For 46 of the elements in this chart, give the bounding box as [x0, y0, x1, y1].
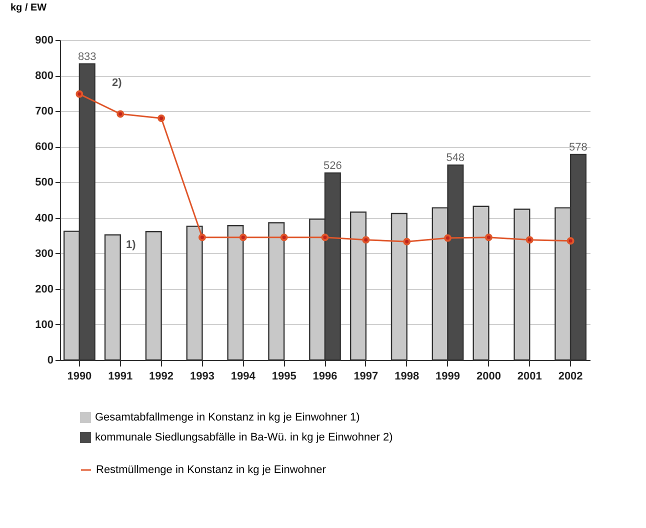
data-label: 548 [446, 152, 465, 164]
x-tick-label: 1999 [436, 370, 460, 382]
x-tick-label: 1993 [190, 370, 214, 382]
x-tick-label: 1998 [394, 370, 420, 382]
point [280, 234, 288, 242]
x-tick-label: 2002 [558, 370, 583, 382]
annotation: 2) [112, 77, 122, 89]
y-tick-label: 0 [47, 354, 54, 366]
point [362, 236, 370, 244]
point [444, 234, 452, 242]
point [198, 234, 206, 242]
x-tick-label: 1990 [67, 370, 92, 382]
y-tick-label: 400 [35, 212, 54, 224]
x-tick-label: 1991 [108, 370, 133, 382]
point [76, 90, 84, 98]
y-axis-title: kg / EW [10, 2, 48, 14]
point [566, 237, 574, 245]
data-label: 578 [569, 141, 588, 154]
y-tick-label: 800 [35, 70, 54, 82]
x-tick-label: 1995 [272, 370, 296, 382]
data-label: 526 [323, 160, 342, 172]
y-tick-label: 500 [35, 176, 54, 189]
y-tick-label: 200 [35, 283, 54, 296]
y-tick-label: 700 [35, 106, 54, 118]
legend-label: Gesamtabfallmenge in Konstanz in kg je Einwohner 1) [95, 412, 360, 424]
y-tick-label: 300 [35, 248, 54, 260]
point [403, 238, 411, 246]
point [239, 234, 247, 242]
point [526, 236, 534, 244]
point [158, 114, 166, 122]
x-tick-label: 2001 [517, 370, 542, 382]
data-label: 833 [78, 50, 96, 63]
y-tick-label: 600 [35, 141, 54, 154]
y-tick-label: 900 [35, 34, 54, 46]
legend-label: Restmüllmenge in Konstanz in kg je Einwohner [96, 464, 326, 476]
x-tick-label: 1996 [312, 370, 338, 382]
point [484, 234, 492, 242]
y-tick-label: 100 [35, 318, 54, 331]
x-tick-label: 1997 [354, 370, 378, 382]
x-tick-label: 1994 [230, 370, 256, 382]
point [321, 234, 329, 242]
x-tick-label: 2000 [476, 370, 501, 382]
annotation: 1) [126, 239, 136, 251]
x-tick-label: 1992 [149, 370, 174, 382]
legend-label: kommunale Siedlungsabfälle in Ba-Wü. in kg je Einwohner 2) [95, 432, 393, 444]
point [116, 110, 124, 118]
